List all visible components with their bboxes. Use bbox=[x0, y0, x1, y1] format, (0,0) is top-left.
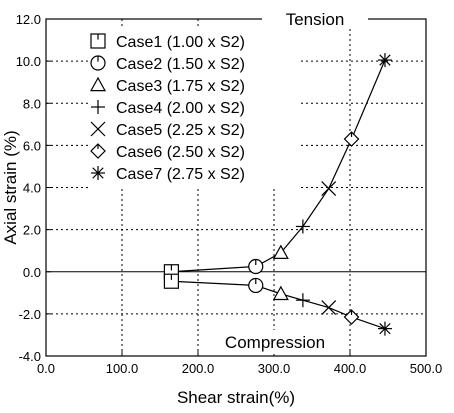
legend-marker-square bbox=[90, 33, 106, 49]
legend-entry-label: Case6 (2.50 x S2) bbox=[116, 144, 245, 161]
y-tick-label: 8.0 bbox=[23, 96, 41, 111]
legend-marker-circle bbox=[90, 55, 106, 71]
legend-entry-label: Case4 (2.00 x S2) bbox=[116, 100, 245, 117]
data-point-plus bbox=[295, 219, 310, 234]
x-axis-label: Shear strain(%) bbox=[177, 388, 295, 407]
legend-marker-asterisk bbox=[91, 166, 105, 180]
y-tick-label: -2.0 bbox=[19, 307, 41, 322]
legend: Case1 (1.00 x S2) Case2 (1.50 x S2) Case3 … bbox=[89, 33, 245, 183]
x-tick-label: 300.0 bbox=[258, 361, 291, 376]
legend-background bbox=[88, 28, 300, 188]
legend-entry-label: Case5 (2.25 x S2) bbox=[116, 122, 245, 139]
legend-marker-diamond bbox=[90, 143, 106, 159]
ticks-layer: 0.0 100.0 200.0 300.0 400.0 500.0 -4.0 -2.0 0.0 2… bbox=[16, 12, 443, 376]
legend-entry-label: Case7 (2.75 x S2) bbox=[116, 166, 245, 183]
data-point-circle bbox=[248, 277, 264, 294]
legend-marker-plus bbox=[91, 100, 105, 114]
data-point-diamond bbox=[343, 131, 360, 147]
tension-label-background bbox=[262, 9, 368, 29]
y-tick-label: 6.0 bbox=[23, 138, 41, 153]
y-axis-label: Axial strain (%) bbox=[1, 130, 20, 244]
data-point-diamond bbox=[343, 309, 360, 325]
data-point-cross bbox=[321, 181, 337, 196]
x-tick-label: 100.0 bbox=[106, 361, 139, 376]
data-point-triangle bbox=[272, 244, 289, 259]
data-point-square bbox=[163, 273, 179, 289]
legend-entry-label: Case1 (1.00 x S2) bbox=[116, 34, 245, 51]
markers-layer bbox=[163, 53, 392, 336]
data-point-asterisk bbox=[377, 321, 392, 336]
y-tick-label: 12.0 bbox=[16, 12, 41, 27]
legend-entry-label: Case2 (1.50 x S2) bbox=[116, 56, 245, 73]
y-tick-label: -4.0 bbox=[19, 349, 41, 364]
x-tick-label: 400.0 bbox=[334, 361, 367, 376]
y-tick-label: 0.0 bbox=[23, 265, 41, 280]
data-point-circle bbox=[248, 258, 264, 275]
y-tick-label: 2.0 bbox=[23, 223, 41, 238]
x-tick-label: 0.0 bbox=[37, 361, 55, 376]
compression-label-background bbox=[205, 330, 345, 354]
y-tick-label: 10.0 bbox=[16, 54, 41, 69]
x-tick-label: 500.0 bbox=[410, 361, 443, 376]
data-point-plus bbox=[295, 293, 310, 308]
data-point-cross bbox=[321, 300, 337, 315]
tension-label: Tension bbox=[286, 10, 345, 29]
x-tick-label: 200.0 bbox=[182, 361, 215, 376]
legend-entry-label: Case3 (1.75 x S2) bbox=[116, 78, 245, 95]
y-tick-label: 4.0 bbox=[23, 181, 41, 196]
legend-marker-cross bbox=[90, 121, 106, 137]
compression-label: Compression bbox=[225, 333, 325, 352]
data-point-triangle bbox=[272, 285, 289, 301]
data-point-asterisk bbox=[377, 53, 392, 68]
legend-marker-triangle bbox=[89, 76, 107, 92]
